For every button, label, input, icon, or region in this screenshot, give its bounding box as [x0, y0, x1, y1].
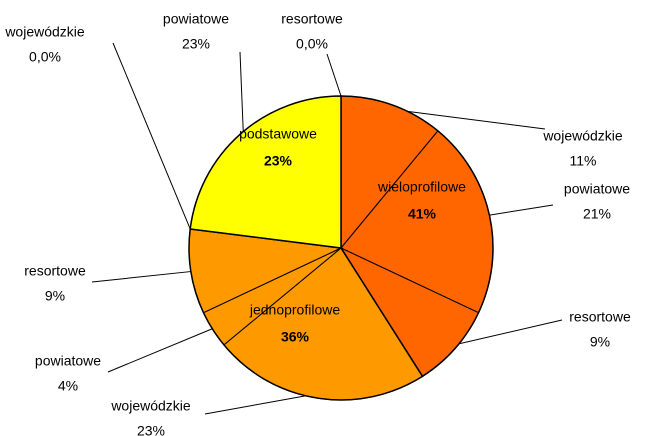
group-label: podstawowe [239, 126, 317, 142]
pie-slice [189, 95, 342, 249]
slice-value-label: 21% [583, 206, 611, 222]
leader-line [451, 319, 563, 346]
slice-value-label: 9% [45, 288, 65, 304]
leader-line [107, 326, 217, 373]
group-label: jednoprofilowe [249, 302, 340, 318]
leader-line [239, 51, 244, 138]
leader-line [112, 42, 191, 230]
group-value-label: 36% [281, 329, 310, 345]
leader-line [204, 393, 319, 415]
slice-value-label: 0,0% [296, 36, 328, 52]
group-outline [340, 95, 494, 378]
slice-value-label: 4% [58, 378, 78, 394]
slice-category-label: wojewódzkie [110, 398, 191, 414]
slice-value-label: 11% [570, 153, 597, 169]
slice-category-label: wojewódzkie [4, 24, 85, 40]
group-outline [189, 95, 342, 249]
slice-category-label: resortowe [24, 263, 86, 279]
slice-category-label: powiatowe [564, 181, 630, 197]
group-value-label: 23% [264, 153, 293, 169]
group-value-label: 41% [408, 206, 437, 222]
group-outline [188, 228, 424, 401]
group-label: wieloprofilowe [377, 179, 466, 195]
leader-line [390, 108, 546, 130]
slice-category-label: resortowe [569, 309, 631, 325]
slice-value-label: 23% [182, 36, 210, 52]
slice-category-label: powiatowe [35, 353, 101, 369]
leader-line [91, 270, 196, 283]
slice-value-label: 9% [590, 334, 610, 350]
slice-value-label: 23% [137, 423, 165, 436]
slice-value-label: 0,0% [29, 49, 61, 65]
leader-lines [91, 42, 563, 415]
leader-line [326, 53, 342, 97]
slice-category-label: resortowe [281, 11, 343, 27]
slice-category-label: powiatowe [163, 11, 229, 27]
slice-category-label: wojewódzkie [542, 128, 623, 144]
leader-line [484, 204, 554, 217]
